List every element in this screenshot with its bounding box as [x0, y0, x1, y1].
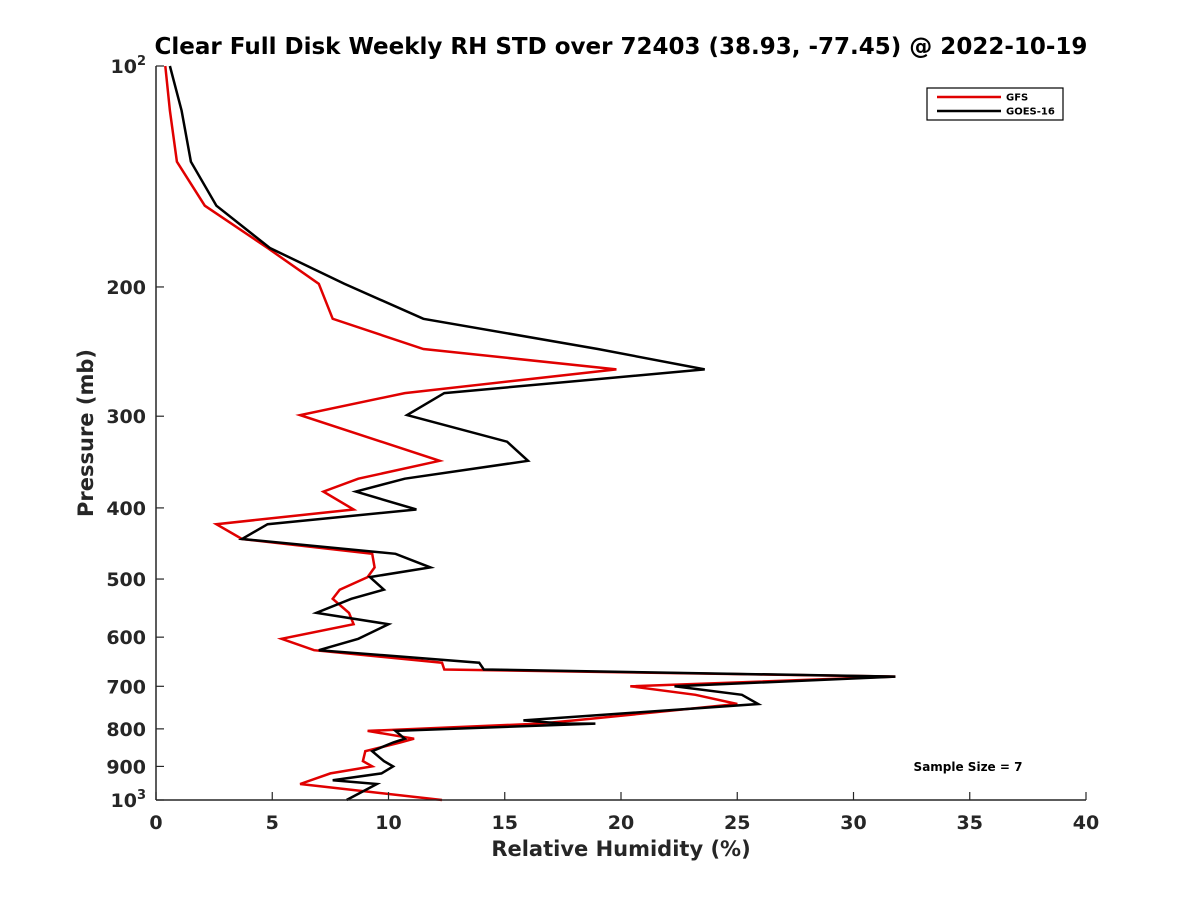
legend-box	[926, 87, 1064, 121]
x-tick-label: 15	[492, 812, 518, 834]
y-axis-label: Pressure (mb)	[74, 349, 98, 517]
y-ticks: 102 200 300 400 500 600 700 800 900 103	[106, 54, 164, 812]
legend: GFS GOES-16	[926, 87, 1064, 121]
sample-size-annotation: Sample Size = 7	[914, 760, 1023, 774]
legend-label-gfs: GFS	[1006, 93, 1028, 104]
y-tick-label: 700	[106, 676, 146, 698]
x-tick-label: 30	[840, 812, 866, 834]
x-tick-label: 35	[957, 812, 983, 834]
x-ticks: 0 5 10 15 20 25 30 35 40	[149, 792, 1099, 834]
x-tick-label: 5	[266, 812, 279, 834]
series-line-goes16	[168, 65, 896, 802]
y-tick-label: 102	[111, 54, 147, 78]
x-axis-label: Relative Humidity (%)	[491, 837, 750, 861]
y-tick-label: 103	[111, 788, 147, 812]
series-line-gfs	[164, 65, 896, 802]
y-tick-label: 900	[106, 756, 146, 778]
legend-label-goes16: GOES-16	[1006, 107, 1055, 118]
chart-title: Clear Full Disk Weekly RH STD over 72403…	[155, 34, 1088, 60]
x-tick-label: 0	[149, 812, 162, 834]
x-tick-label: 10	[375, 812, 401, 834]
y-tick-label: 800	[106, 719, 146, 741]
x-tick-label: 25	[724, 812, 750, 834]
y-tick-label: 300	[106, 406, 146, 428]
x-tick-label: 40	[1073, 812, 1099, 834]
y-tick-label: 400	[106, 498, 146, 520]
y-tick-label: 200	[106, 277, 146, 299]
plot-series	[164, 65, 896, 802]
y-tick-label: 500	[106, 569, 146, 591]
y-tick-label: 600	[106, 627, 146, 649]
x-tick-label: 20	[608, 812, 634, 834]
